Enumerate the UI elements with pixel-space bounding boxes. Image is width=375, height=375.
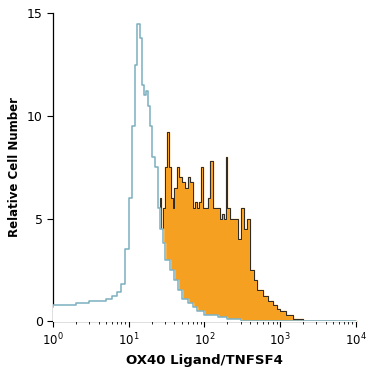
X-axis label: OX40 Ligand/TNFSF4: OX40 Ligand/TNFSF4 [126, 354, 283, 367]
Y-axis label: Relative Cell Number: Relative Cell Number [8, 97, 21, 237]
